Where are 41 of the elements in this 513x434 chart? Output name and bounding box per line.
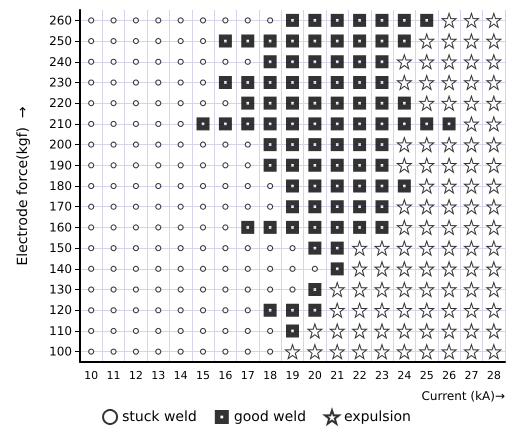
x-tick-label: 15 — [196, 369, 210, 382]
y-tick-label: 130 — [49, 282, 72, 297]
y-tick-label: 180 — [49, 179, 72, 193]
x-tick-label: 16 — [218, 369, 232, 382]
x-tick-label: 19 — [286, 369, 300, 382]
x-tick-label: 27 — [464, 369, 478, 382]
y-tick-label: 110 — [49, 324, 72, 338]
y-tick-label: 200 — [49, 138, 72, 152]
y-tick-label: 120 — [49, 303, 72, 318]
y-tick-label: 210 — [49, 116, 72, 131]
x-tick-label: 13 — [151, 369, 166, 382]
x-tick-label: 10 — [84, 369, 98, 382]
x-tick-label: 28 — [486, 369, 501, 382]
x-tick-label: 18 — [263, 369, 278, 382]
y-tick-label: 230 — [49, 75, 72, 90]
x-tick-label: 25 — [420, 369, 434, 382]
y-tick-label: 140 — [49, 262, 72, 276]
x-tick-label: 11 — [106, 369, 121, 382]
x-tick-label: 24 — [397, 369, 412, 382]
y-tick-label: 160 — [49, 220, 72, 234]
x-tick-label: 17 — [240, 369, 255, 382]
y-tick-label: 170 — [49, 200, 72, 214]
x-tick-label: 20 — [308, 369, 322, 382]
y-tick-label: 250 — [49, 34, 72, 48]
legend-label: stuck weld — [122, 409, 197, 425]
x-axis-title: Current (kA)→ — [422, 389, 505, 403]
y-tick-label: 220 — [49, 96, 72, 110]
y-axis-title: Electrode force(kgf) → — [15, 106, 31, 266]
x-tick-label: 14 — [174, 369, 188, 382]
x-tick-label: 12 — [128, 369, 143, 382]
y-tick-label: 260 — [49, 13, 72, 28]
y-tick-label: 150 — [49, 241, 72, 256]
x-tick-label: 22 — [352, 369, 367, 382]
legend-label: expulsion — [344, 409, 411, 425]
x-tick-label: 21 — [330, 369, 344, 382]
legend-label: good weld — [234, 409, 306, 425]
y-tick-label: 100 — [49, 344, 72, 359]
x-tick-label: 23 — [374, 369, 389, 382]
y-tick-label: 240 — [49, 54, 72, 69]
y-tick-label: 190 — [49, 158, 72, 172]
x-tick-label: 26 — [442, 369, 456, 382]
